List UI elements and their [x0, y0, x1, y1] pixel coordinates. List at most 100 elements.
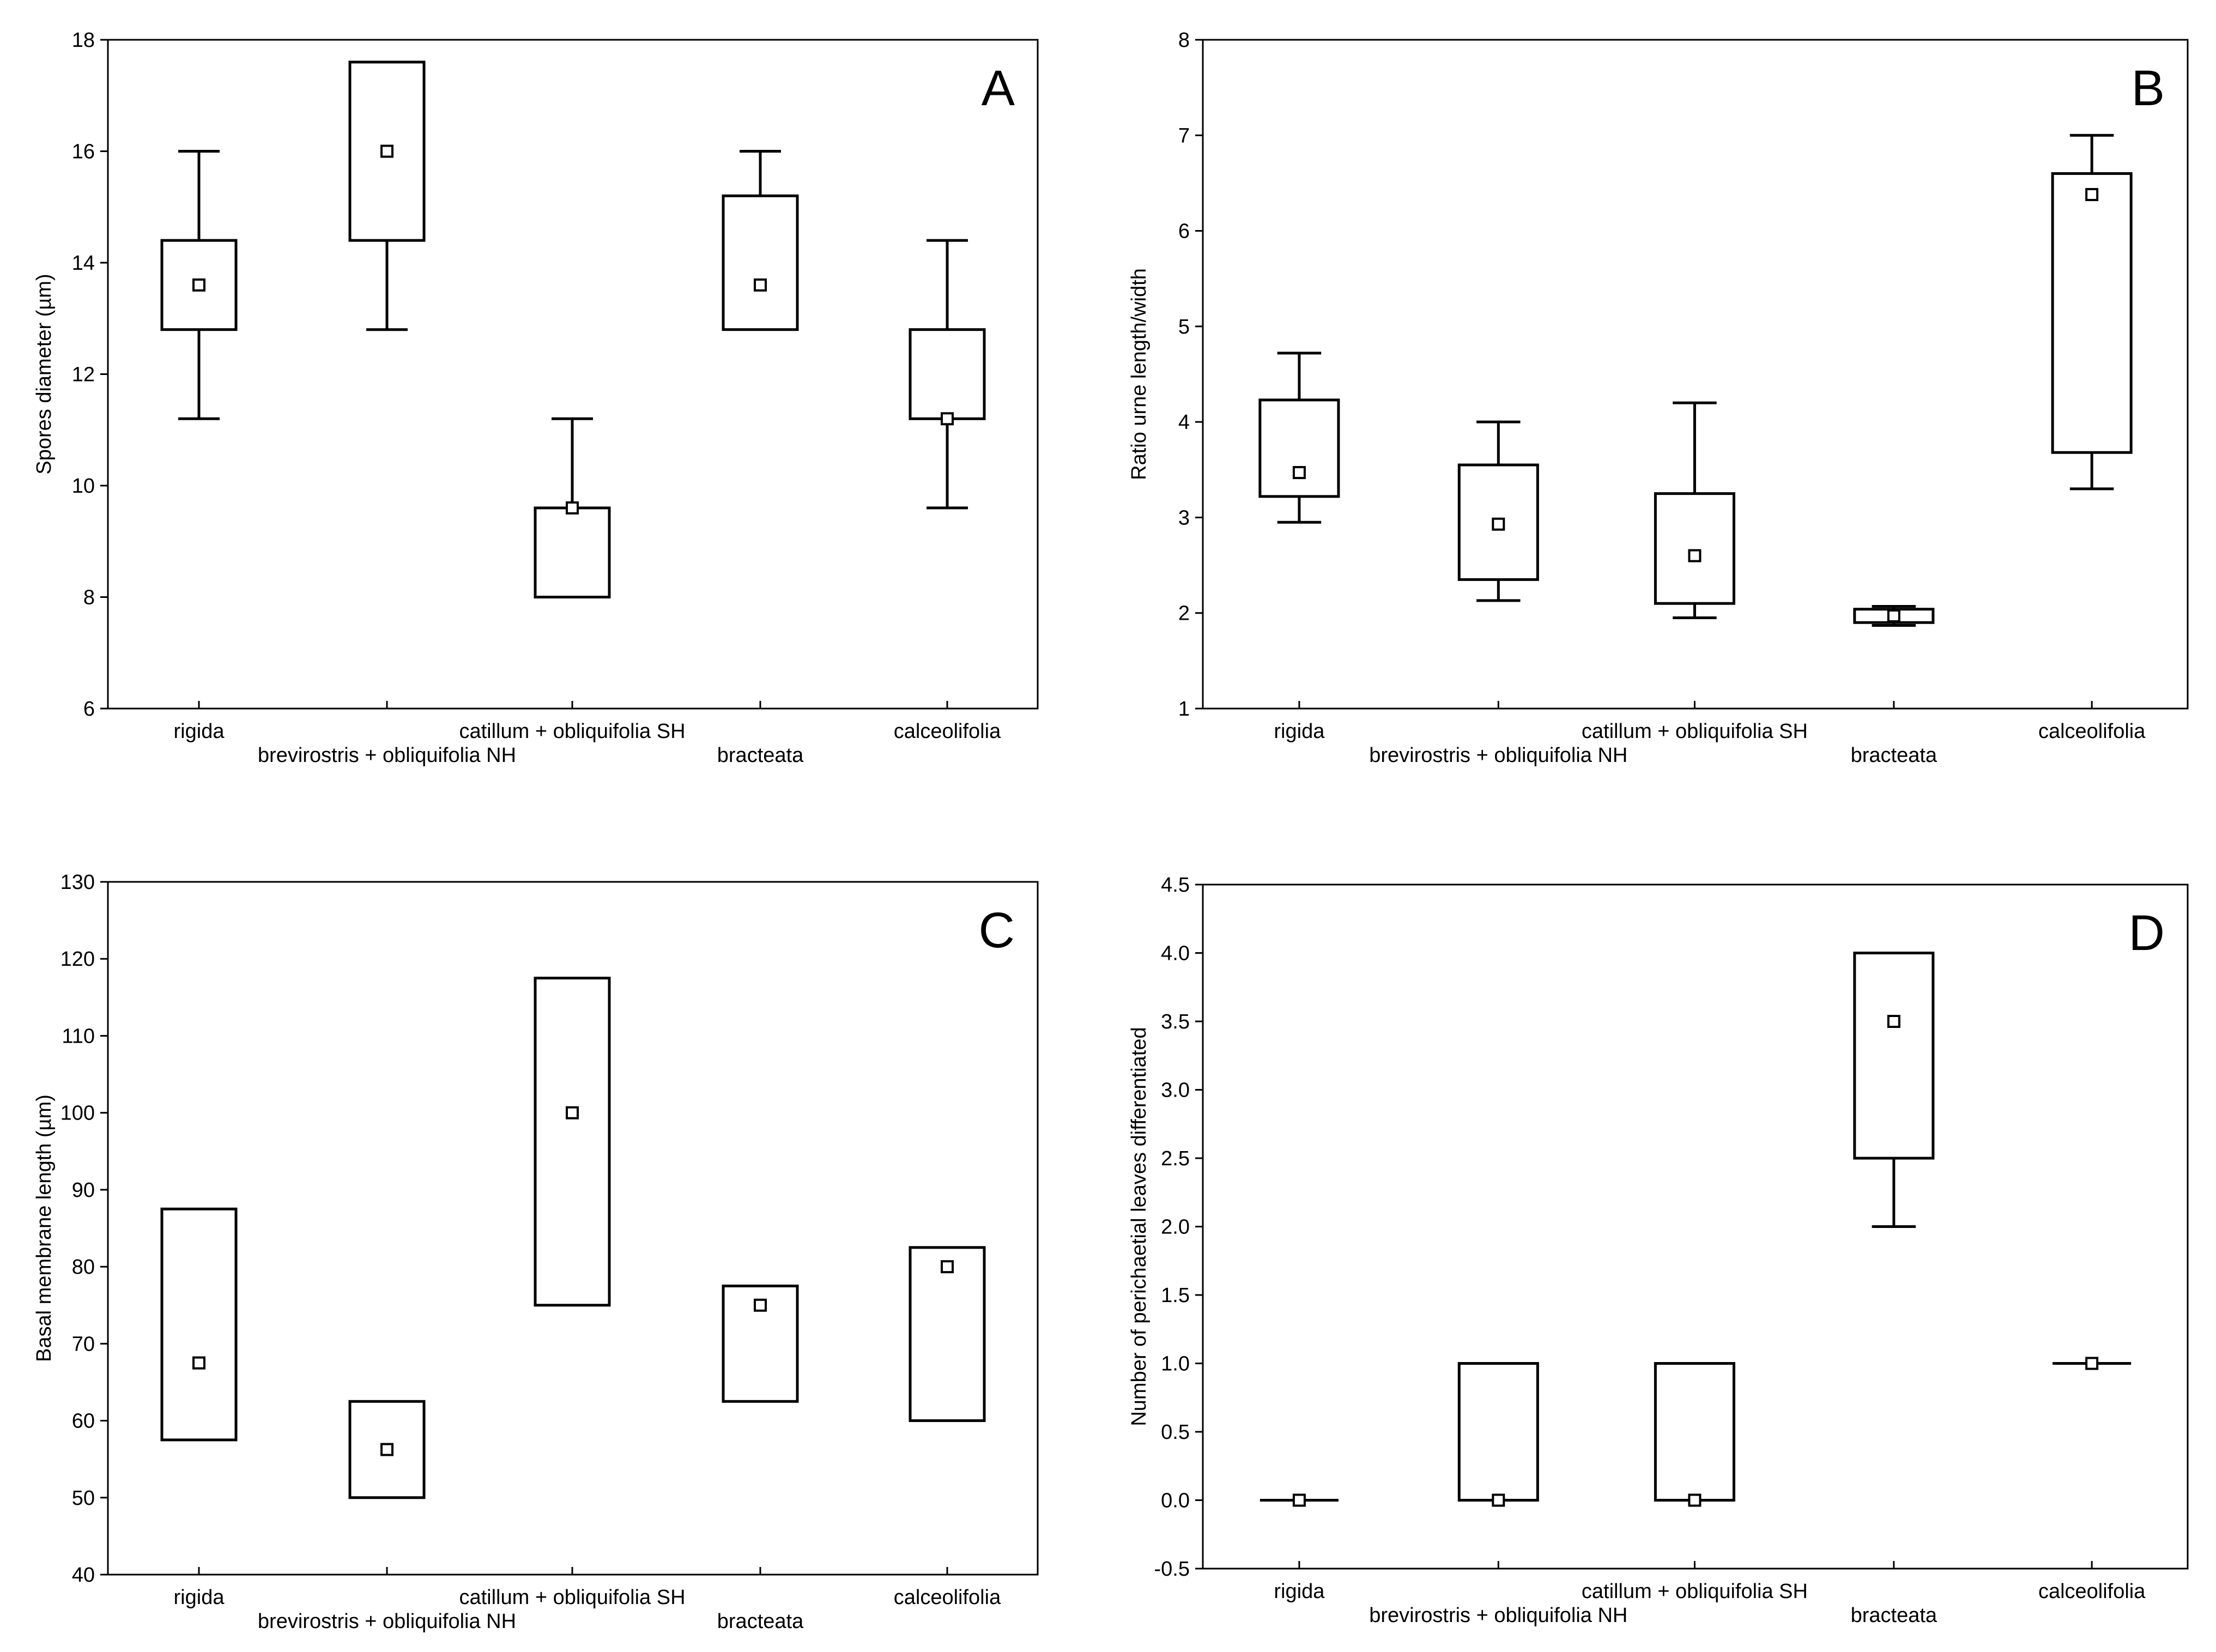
box-group: [1258, 134, 2133, 627]
box: [1654, 1362, 1735, 1502]
x-category-label: rigida: [1274, 720, 1325, 743]
box: [1654, 492, 1735, 605]
panel-d: -0.5 0.0 0.5 1.0 1.5 2.0 2.5 3.0 3.5 4.0 4.5 rigid…: [1128, 874, 2189, 1627]
box: [722, 194, 799, 331]
median-marker: [192, 278, 205, 292]
y-tick-label: 1: [1178, 698, 1190, 721]
median-marker: [1492, 1493, 1505, 1507]
y-tick-label: 3.5: [1161, 1010, 1190, 1033]
median-marker: [380, 144, 393, 158]
median-marker: [1887, 1015, 1900, 1028]
y-tick-label: 3.0: [1161, 1079, 1190, 1102]
y-tick-label: 8: [83, 586, 95, 609]
box: [2051, 172, 2133, 454]
median-marker: [192, 1356, 205, 1370]
y-tick-label: 6: [1178, 220, 1190, 243]
y-axis-title: Basal membrane length (µm): [33, 1094, 56, 1362]
y-tick-label: 3: [1178, 506, 1190, 529]
x-category-label: rigida: [1274, 1580, 1325, 1603]
x-category-label: calceolifolia: [894, 1586, 1001, 1609]
panel-letter: D: [2129, 905, 2165, 961]
y-tick-label: 70: [72, 1333, 95, 1356]
y-tick-label: 0.0: [1161, 1490, 1190, 1512]
y-axis-title: Ratio urne length/width: [1128, 268, 1151, 480]
panel-c: 40 50 60 70 80 90 100 110 120 130 rigida brevirost…: [33, 871, 1039, 1633]
box: [909, 328, 986, 420]
y-tick-label: -0.5: [1154, 1558, 1190, 1581]
median-marker: [754, 278, 767, 292]
y-tick-label: 18: [72, 29, 95, 52]
y-tick-label: 4.5: [1161, 874, 1190, 897]
box: [534, 506, 611, 599]
y-tick-label: 12: [72, 364, 95, 386]
y-tick-label: 8: [1178, 29, 1190, 52]
panel-b: 1 2 3 4 5 6 7 8 rigida brevirostris + obliquifol…: [1128, 29, 2189, 767]
y-tick-label: 2: [1178, 602, 1190, 625]
x-axis: rigida brevirostris + obliquifolia NHcati…: [174, 1567, 1001, 1633]
x-category-label: rigida: [174, 1586, 225, 1609]
box: [1853, 952, 1935, 1160]
y-tick-label: 1.5: [1161, 1284, 1190, 1307]
x-category-label: brevirostris + obliquifolia NH: [258, 744, 516, 767]
y-axis: 6 8 10 12 14 16 18: [72, 29, 108, 721]
y-tick-label: 16: [72, 141, 95, 164]
y-tick-label: 100: [60, 1102, 95, 1125]
x-axis: rigida brevirostris + obliquifolia NHcati…: [1274, 701, 2146, 767]
y-tick-label: 5: [1178, 316, 1190, 338]
x-category-label: catillum + obliquifolia SH: [459, 720, 685, 743]
y-tick-label: 2.5: [1161, 1147, 1190, 1170]
y-tick-label: 120: [60, 948, 95, 971]
panel-letter: C: [979, 903, 1015, 958]
y-axis: 1 2 3 4 5 6 7 8: [1178, 29, 1203, 721]
median-marker: [941, 1260, 954, 1274]
box-group: [160, 60, 986, 599]
y-tick-label: 130: [60, 871, 95, 894]
y-tick-label: 60: [72, 1410, 95, 1433]
x-category-label: brevirostris + obliquifolia NH: [258, 1610, 516, 1633]
median-marker: [1292, 1493, 1306, 1507]
box: [160, 1207, 238, 1442]
median-marker: [941, 412, 954, 426]
x-category-label: bracteata: [717, 744, 804, 767]
median-marker: [1887, 609, 1900, 622]
median-marker: [566, 1106, 579, 1120]
y-tick-label: 10: [72, 475, 95, 498]
x-category-label: calceolifolia: [894, 720, 1001, 743]
box: [1258, 398, 1340, 498]
y-axis: -0.5 0.0 0.5 1.0 1.5 2.0 2.5 3.0 3.5 4.0 4.5: [1154, 874, 1203, 1581]
box-group: [160, 977, 986, 1499]
box: [909, 1246, 986, 1423]
median-marker: [1492, 517, 1505, 531]
y-tick-label: 0.5: [1161, 1421, 1190, 1444]
y-tick-label: 1.0: [1161, 1353, 1190, 1376]
y-tick-label: 4.0: [1161, 942, 1190, 965]
median-marker: [1688, 549, 1702, 562]
y-tick-label: 6: [83, 698, 95, 721]
x-category-label: bracteata: [1851, 744, 1938, 767]
y-axis-title: Number of perichaetial leaves differenti…: [1128, 1027, 1151, 1426]
x-category-label: calceolifolia: [2038, 720, 2146, 743]
y-tick-label: 14: [72, 252, 95, 275]
median-marker: [1292, 466, 1306, 480]
median-marker: [754, 1298, 767, 1312]
y-tick-label: 90: [72, 1179, 95, 1202]
y-tick-label: 50: [72, 1487, 95, 1510]
panel-letter: B: [2132, 60, 2165, 116]
median-marker: [566, 501, 579, 515]
x-category-label: bracteata: [1851, 1604, 1938, 1627]
y-tick-label: 40: [72, 1564, 95, 1587]
panel-letter: A: [982, 60, 1015, 116]
y-axis: 40 50 60 70 80 90 100 110 120 130: [60, 871, 108, 1587]
median-marker: [2085, 187, 2099, 201]
y-tick-label: 110: [62, 1025, 95, 1048]
x-category-label: calceolifolia: [2038, 1580, 2146, 1603]
x-axis: rigida brevirostris + obliquifolia NHcati…: [174, 701, 1001, 767]
box: [534, 977, 611, 1307]
y-tick-label: 7: [1178, 124, 1190, 147]
box: [1457, 1362, 1539, 1502]
median-marker: [1688, 1493, 1702, 1507]
x-category-label: rigida: [174, 720, 225, 743]
median-marker: [2085, 1357, 2099, 1370]
